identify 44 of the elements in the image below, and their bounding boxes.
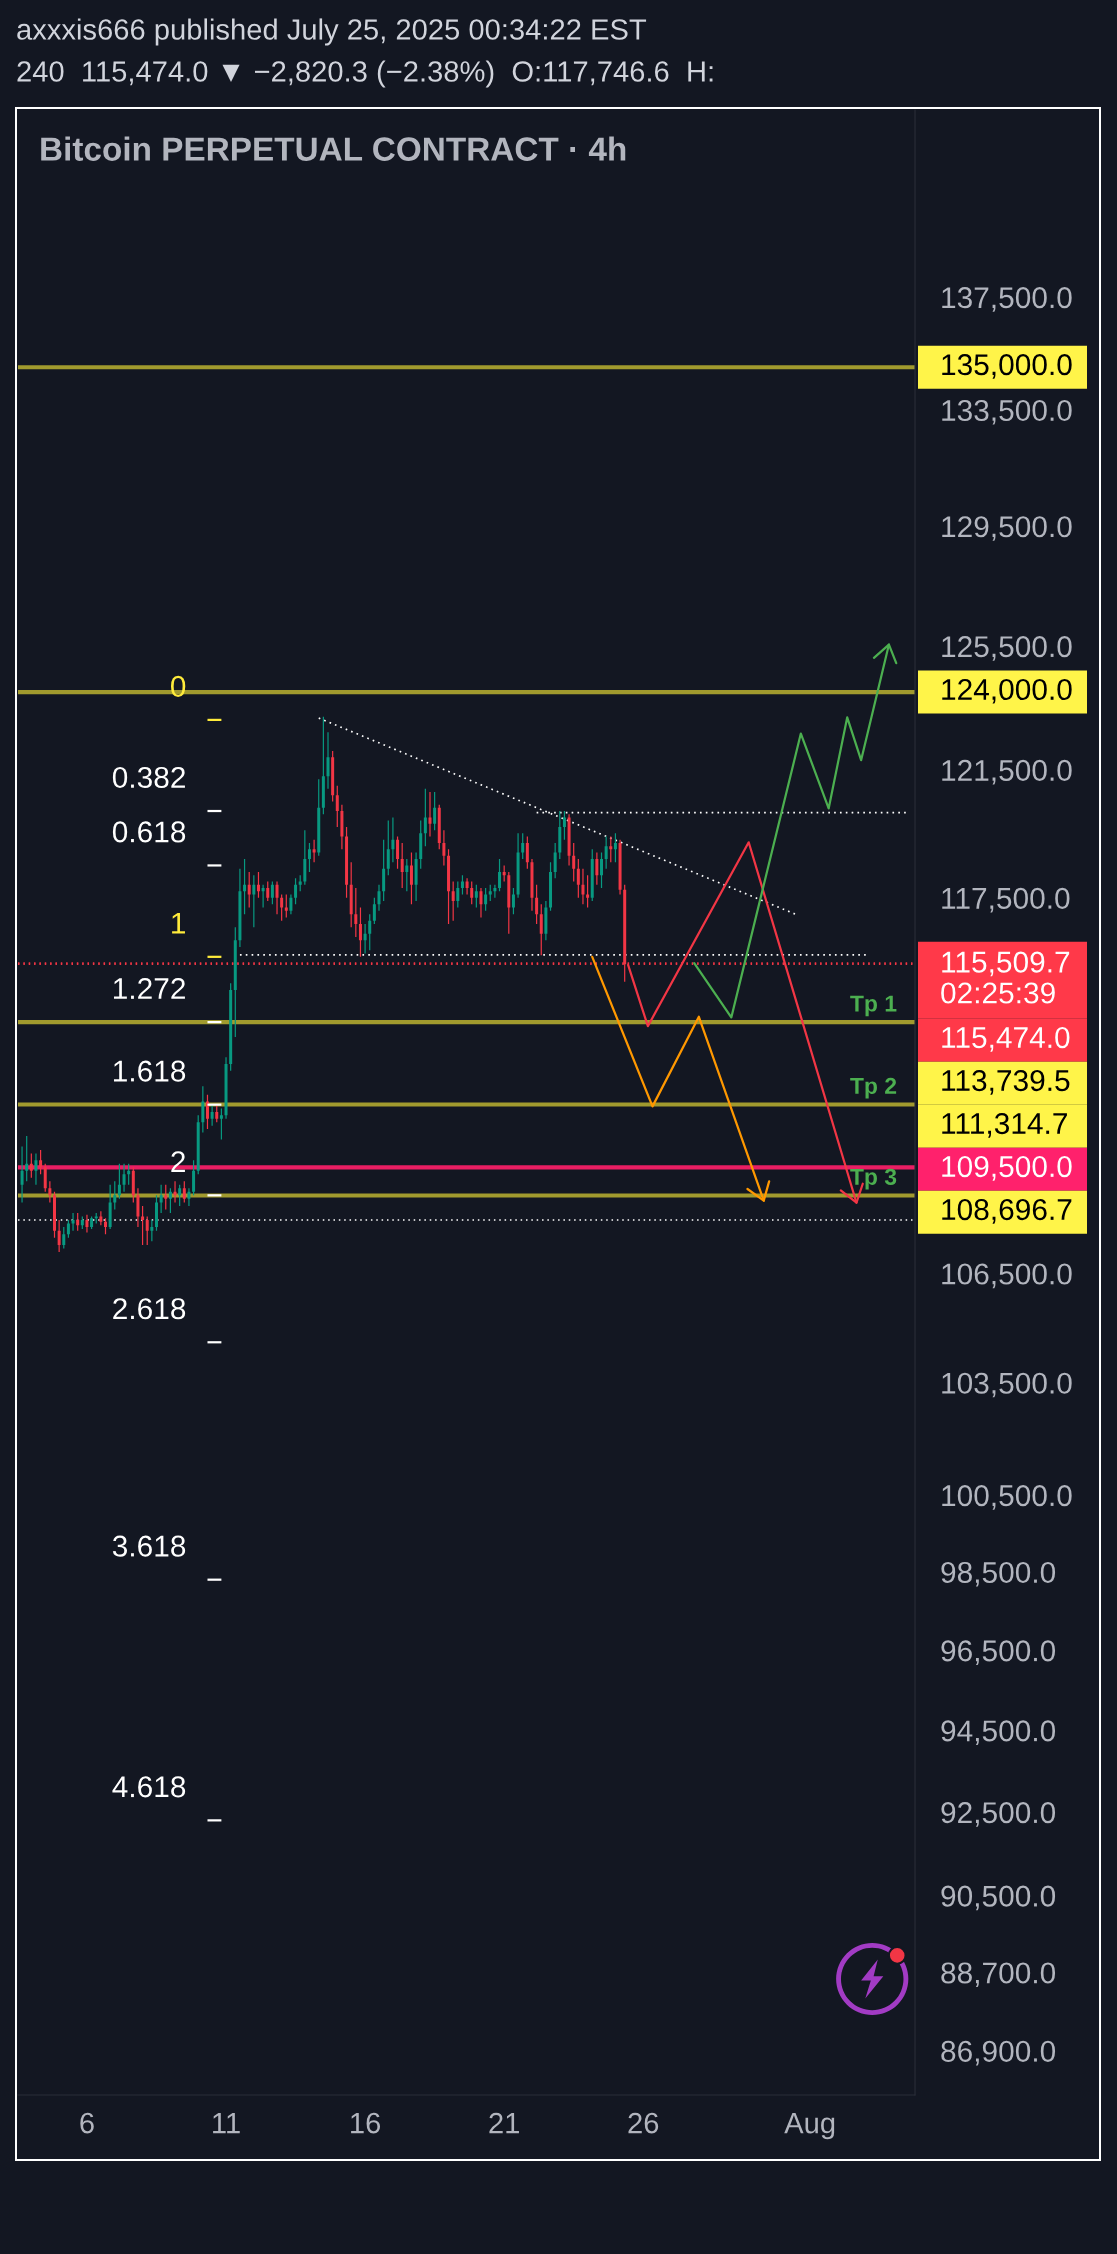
ref-line-label: 135,000.0 (942, 354, 1072, 379)
y-tick-label: 106,500.0 (942, 1263, 1072, 1289)
y-tick-label: 103,500.0 (942, 1372, 1072, 1398)
y-tick-label: 96,500.0 (941, 1640, 1056, 1665)
ref-line-label: 109,500.0 (942, 1156, 1072, 1181)
annotation: 1.272 (113, 978, 185, 999)
y-tick-label: 86,900.0 (941, 2040, 1056, 2066)
chart-subtitle: axxxis666 published July 25, 2025 00:34:22 EST (17, 18, 647, 46)
x-tick-label: 21 (489, 2112, 519, 2134)
y-tick-label: 94,500.0 (941, 1720, 1056, 1745)
ref-line-label: 111,314.7 (942, 1113, 1067, 1138)
x-tick-label: Aug (784, 2113, 835, 2140)
annotation: 1 (172, 913, 185, 934)
y-tick-label: 125,500.0 (942, 636, 1072, 661)
x-tick-label: 11 (213, 2113, 240, 2134)
annotation: Tp 1 (850, 995, 897, 1017)
y-tick-label: 129,500.0 (942, 516, 1072, 541)
annotation: 0.382 (112, 766, 185, 789)
y-tick-label: 92,500.0 (941, 1802, 1056, 1827)
annotation: Tp 2 (850, 1077, 897, 1099)
ref-line-label: 115,509.7 02:25:39 (941, 951, 1070, 1004)
annotation: Tp 3 (850, 1168, 897, 1190)
ref-line-label: 124,000.0 (942, 678, 1072, 704)
x-tick-label: 6 (80, 2112, 94, 2134)
y-tick-label: 90,500.0 (941, 1885, 1056, 1911)
text: 240 115,474.0 ▼ −2,820.3 (−2.38%) O:117,746.6 H: (17, 60, 713, 88)
y-tick-label: 137,500.0 (942, 287, 1072, 312)
annotation: 0.618 (112, 821, 186, 843)
annotation: 4.618 (112, 1776, 186, 1798)
text: Bitcoin PERPETUAL CONTRACT · 4h (41, 136, 626, 161)
annotation: 2.618 (113, 1298, 186, 1320)
ref-line-label: 115,474.0 (942, 1027, 1070, 1052)
y-tick-label: 88,700.0 (941, 1962, 1056, 1988)
y-tick-label: 133,500.0 (942, 399, 1072, 425)
ref-line-label: 113,739.5 (942, 1070, 1070, 1095)
x-tick-label: 26 (628, 2112, 659, 2134)
annotation: 3.618 (112, 1535, 186, 1557)
ref-line-label: 108,696.7 (942, 1199, 1072, 1224)
y-tick-label: 98,500.0 (941, 1561, 1056, 1587)
y-tick-label: 121,500.0 (942, 759, 1072, 785)
annotation: 1.618 (113, 1060, 186, 1082)
x-tick-label: 16 (351, 2112, 381, 2134)
y-tick-label: 117,500.0 (942, 887, 1070, 913)
y-tick-label: 100,500.0 (942, 1485, 1072, 1510)
